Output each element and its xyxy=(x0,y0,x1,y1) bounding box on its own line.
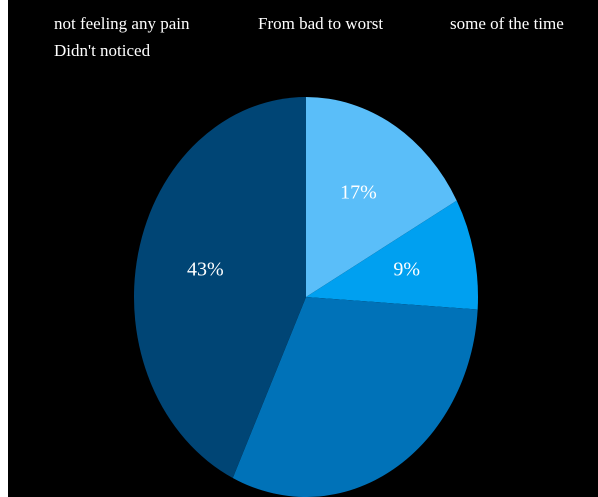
pie-plot-area: 17% 9% 43% xyxy=(133,96,478,497)
legend-entry-from-bad-to-worst: From bad to worst xyxy=(258,14,384,33)
legend-entry-some-of-the-time: some of the time xyxy=(450,14,564,33)
pie-slice-label-3: 43% xyxy=(187,258,224,280)
pie-slice-3 xyxy=(133,96,306,478)
pie-slice-0 xyxy=(306,97,457,297)
pie-slice-1 xyxy=(306,200,478,310)
legend-entry-didnt-noticed: Didn't noticed xyxy=(54,41,151,60)
pie-slice-label-0: 17% xyxy=(340,181,377,203)
legend-entry-not-feeling-any-pain: not feeling any pain xyxy=(54,14,190,33)
pie-slice-2 xyxy=(232,297,478,497)
pie-slice-label-1: 9% xyxy=(393,258,420,280)
pie-chart: not feeling any pain From bad to worst s… xyxy=(8,0,598,497)
